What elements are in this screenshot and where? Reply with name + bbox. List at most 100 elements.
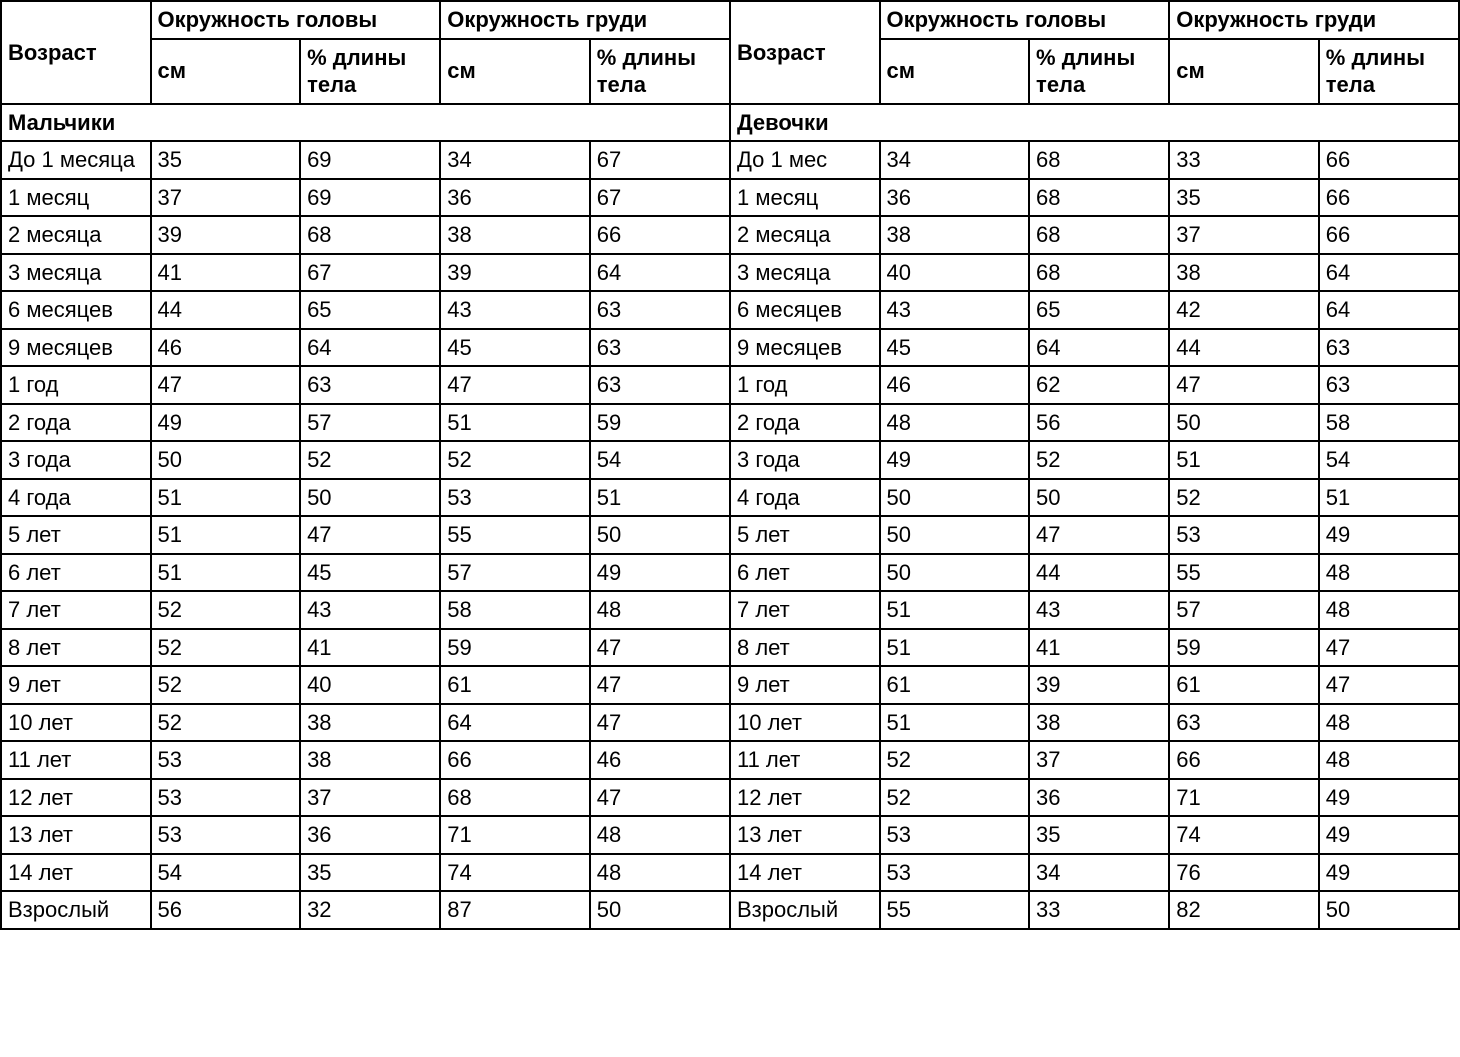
cell-chest-cm-right: 37	[1169, 216, 1319, 254]
cell-head-cm-left: 56	[151, 891, 301, 929]
cell-chest-cm-right: 42	[1169, 291, 1319, 329]
cell-age-right: 14 лет	[730, 854, 880, 892]
cell-chest-cm-left: 39	[440, 254, 590, 292]
cell-chest-cm-right: 63	[1169, 704, 1319, 742]
header-head-pct-left: % длины тела	[300, 39, 440, 104]
cell-chest-cm-left: 64	[440, 704, 590, 742]
cell-head-cm-right: 61	[880, 666, 1030, 704]
cell-head-cm-right: 52	[880, 779, 1030, 817]
table-header: Возраст Окружность головы Окружность гру…	[1, 1, 1459, 104]
cell-chest-cm-left: 57	[440, 554, 590, 592]
cell-age-left: 14 лет	[1, 854, 151, 892]
cell-chest-pct-right: 47	[1319, 629, 1459, 667]
table-row: 3 года505252543 года49525154	[1, 441, 1459, 479]
cell-head-pct-left: 64	[300, 329, 440, 367]
cell-chest-pct-right: 51	[1319, 479, 1459, 517]
cell-chest-cm-right: 61	[1169, 666, 1319, 704]
cell-head-pct-right: 41	[1029, 629, 1169, 667]
cell-head-cm-left: 46	[151, 329, 301, 367]
cell-chest-cm-right: 59	[1169, 629, 1319, 667]
cell-chest-pct-right: 50	[1319, 891, 1459, 929]
cell-age-right: 2 месяца	[730, 216, 880, 254]
cell-chest-pct-right: 49	[1319, 779, 1459, 817]
table-row: 1 месяц376936671 месяц36683566	[1, 179, 1459, 217]
cell-age-left: 6 месяцев	[1, 291, 151, 329]
cell-head-pct-left: 41	[300, 629, 440, 667]
cell-age-left: Взрослый	[1, 891, 151, 929]
cell-chest-pct-right: 49	[1319, 854, 1459, 892]
cell-chest-pct-left: 48	[590, 816, 730, 854]
cell-head-cm-left: 35	[151, 141, 301, 179]
cell-head-pct-left: 38	[300, 704, 440, 742]
cell-age-left: 9 месяцев	[1, 329, 151, 367]
table-row: 13 лет5336714813 лет53357449	[1, 816, 1459, 854]
cell-head-pct-left: 32	[300, 891, 440, 929]
cell-head-pct-left: 45	[300, 554, 440, 592]
cell-head-cm-left: 47	[151, 366, 301, 404]
cell-chest-cm-right: 57	[1169, 591, 1319, 629]
cell-chest-cm-right: 66	[1169, 741, 1319, 779]
cell-head-pct-right: 35	[1029, 816, 1169, 854]
cell-chest-cm-right: 47	[1169, 366, 1319, 404]
cell-chest-cm-left: 47	[440, 366, 590, 404]
header-chest-group-right: Окружность груди	[1169, 1, 1459, 39]
header-head-group-left: Окружность головы	[151, 1, 441, 39]
cell-chest-pct-right: 48	[1319, 554, 1459, 592]
cell-chest-cm-left: 38	[440, 216, 590, 254]
cell-head-cm-left: 52	[151, 629, 301, 667]
cell-head-pct-right: 34	[1029, 854, 1169, 892]
cell-chest-pct-left: 47	[590, 704, 730, 742]
cell-age-right: 6 месяцев	[730, 291, 880, 329]
cell-age-left: 4 года	[1, 479, 151, 517]
header-chest-pct-right: % длины тела	[1319, 39, 1459, 104]
cell-chest-pct-left: 47	[590, 779, 730, 817]
cell-chest-pct-right: 63	[1319, 366, 1459, 404]
table-row: 6 месяцев446543636 месяцев43654264	[1, 291, 1459, 329]
cell-chest-cm-left: 71	[440, 816, 590, 854]
cell-chest-cm-left: 43	[440, 291, 590, 329]
cell-age-left: 6 лет	[1, 554, 151, 592]
cell-head-cm-left: 53	[151, 779, 301, 817]
cell-head-pct-left: 52	[300, 441, 440, 479]
cell-chest-pct-left: 47	[590, 629, 730, 667]
cell-head-cm-left: 41	[151, 254, 301, 292]
table-row: 4 года515053514 года50505251	[1, 479, 1459, 517]
cell-age-right: 4 года	[730, 479, 880, 517]
cell-chest-cm-right: 74	[1169, 816, 1319, 854]
header-chest-pct-left: % длины тела	[590, 39, 730, 104]
cell-chest-pct-left: 48	[590, 854, 730, 892]
cell-head-pct-left: 40	[300, 666, 440, 704]
table-row: 3 месяца416739643 месяца40683864	[1, 254, 1459, 292]
table-row: 14 лет5435744814 лет53347649	[1, 854, 1459, 892]
cell-chest-pct-right: 49	[1319, 816, 1459, 854]
section-row: Мальчики Девочки	[1, 104, 1459, 142]
cell-age-right: 9 месяцев	[730, 329, 880, 367]
header-head-pct-right: % длины тела	[1029, 39, 1169, 104]
cell-chest-cm-left: 45	[440, 329, 590, 367]
cell-chest-pct-left: 59	[590, 404, 730, 442]
cell-head-cm-left: 52	[151, 666, 301, 704]
table-row: 1 год476347631 год46624763	[1, 366, 1459, 404]
table-row: 9 лет524061479 лет61396147	[1, 666, 1459, 704]
cell-head-pct-right: 47	[1029, 516, 1169, 554]
cell-head-pct-left: 65	[300, 291, 440, 329]
cell-head-cm-left: 49	[151, 404, 301, 442]
cell-head-cm-right: 52	[880, 741, 1030, 779]
cell-head-pct-left: 38	[300, 741, 440, 779]
header-chest-group-left: Окружность груди	[440, 1, 730, 39]
cell-head-cm-left: 51	[151, 516, 301, 554]
cell-chest-pct-left: 66	[590, 216, 730, 254]
cell-head-pct-left: 68	[300, 216, 440, 254]
cell-chest-pct-right: 64	[1319, 254, 1459, 292]
cell-head-pct-left: 69	[300, 179, 440, 217]
cell-head-pct-right: 56	[1029, 404, 1169, 442]
cell-age-right: 3 месяца	[730, 254, 880, 292]
cell-head-pct-right: 62	[1029, 366, 1169, 404]
cell-chest-pct-right: 48	[1319, 704, 1459, 742]
header-age-left: Возраст	[1, 1, 151, 104]
cell-chest-cm-left: 52	[440, 441, 590, 479]
cell-head-pct-right: 43	[1029, 591, 1169, 629]
cell-age-right: 1 месяц	[730, 179, 880, 217]
cell-head-pct-right: 39	[1029, 666, 1169, 704]
cell-chest-pct-left: 50	[590, 891, 730, 929]
